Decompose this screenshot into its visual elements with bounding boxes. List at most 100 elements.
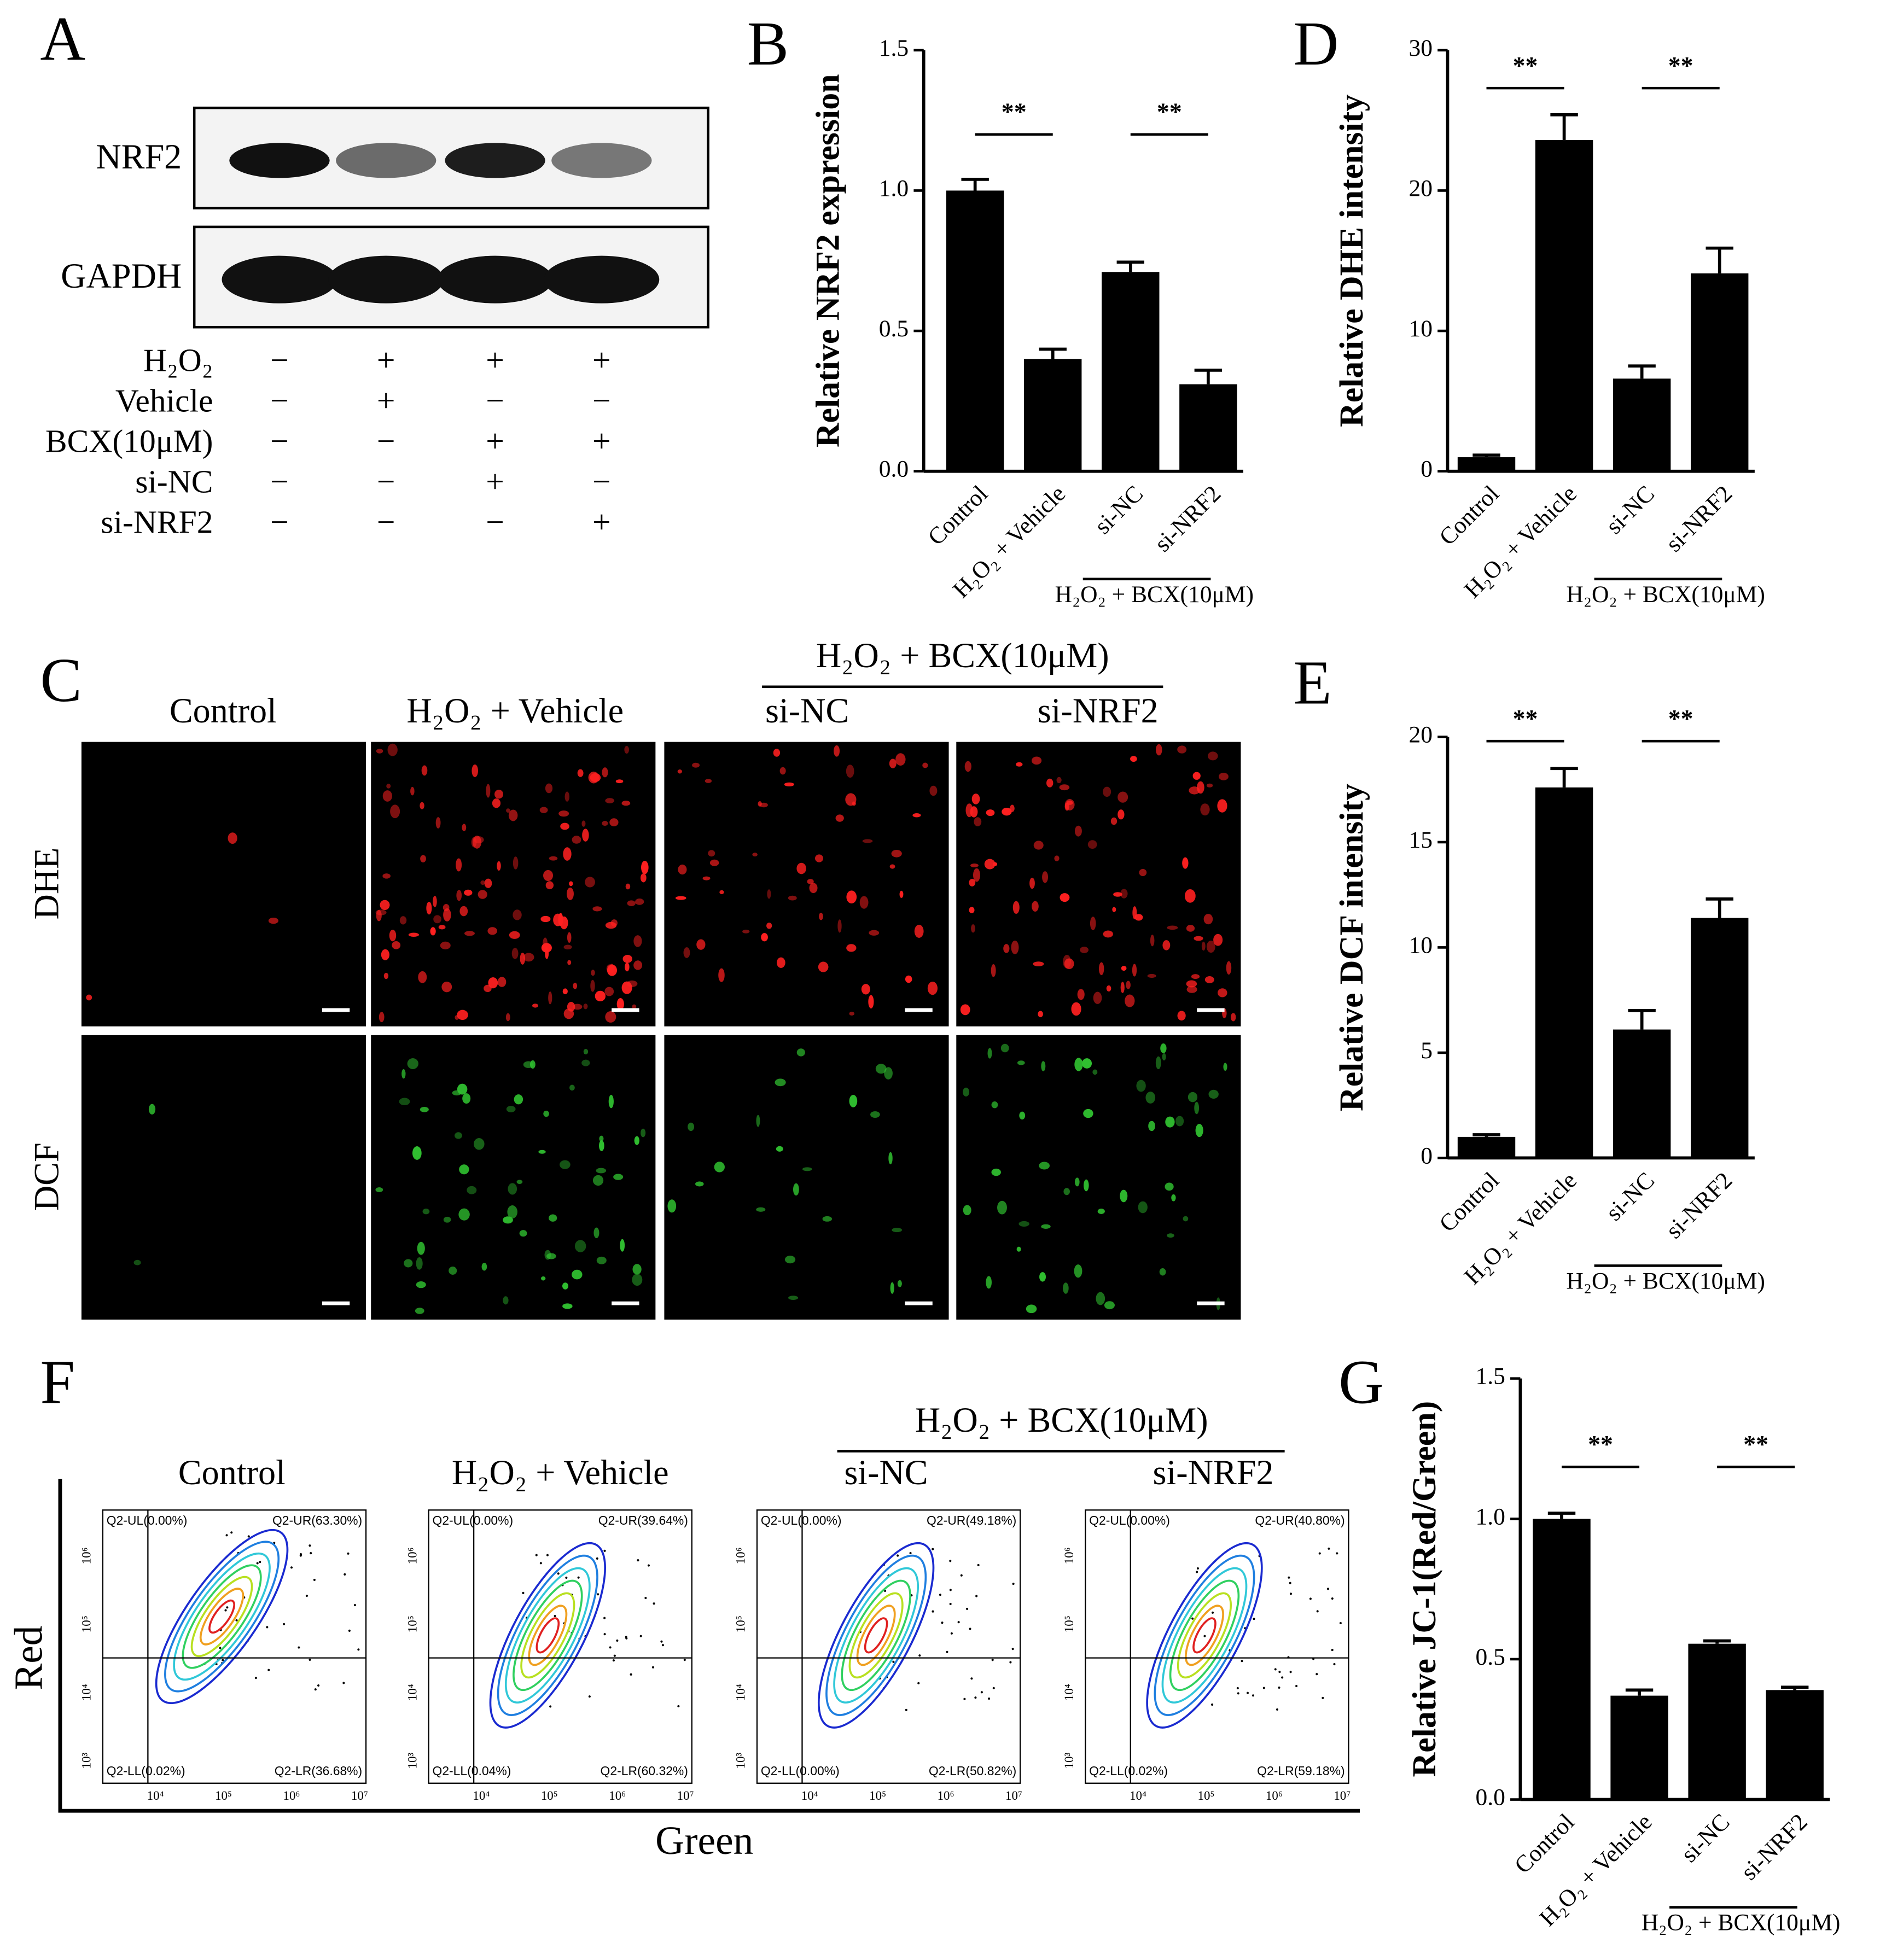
- cell: [1162, 940, 1171, 950]
- cell: [549, 856, 558, 861]
- treatment-sign: +: [592, 342, 611, 378]
- micrograph: [956, 1035, 1241, 1320]
- flow-x-tick: 10⁴: [147, 1789, 164, 1802]
- quadrant-label: Q2-LL(0.02%): [1089, 1764, 1168, 1778]
- x-tick-label: si-NRF2: [1149, 481, 1226, 557]
- event-dot: [603, 1617, 606, 1619]
- group-header: H₂O₂ + BCX(10μM): [915, 1401, 1208, 1439]
- error-bar: [1706, 897, 1733, 918]
- event-dot: [305, 1595, 308, 1597]
- contour: [536, 1617, 560, 1654]
- error-bar: [1116, 260, 1144, 272]
- quadrant-label: Q2-LL(0.02%): [107, 1764, 185, 1778]
- cell: [376, 910, 382, 921]
- cell: [1083, 1109, 1093, 1118]
- event-dot: [991, 1659, 994, 1661]
- flow-y-tick: 10³: [734, 1752, 748, 1769]
- micrograph: [664, 742, 949, 1026]
- error-bar: [1628, 1009, 1656, 1030]
- cell: [1218, 988, 1227, 998]
- panel-letter: A: [40, 4, 85, 73]
- cell: [573, 982, 578, 989]
- event-dot: [1252, 1694, 1254, 1697]
- cell: [807, 879, 814, 884]
- cell: [1120, 1189, 1128, 1203]
- treatment-sign: −: [270, 342, 289, 378]
- cell: [696, 939, 706, 950]
- cell: [993, 862, 998, 866]
- y-tick-label: 20: [1408, 175, 1433, 201]
- group-label: H₂O₂ + BCX(10μM): [1566, 581, 1765, 608]
- cell: [228, 832, 237, 844]
- cell: [796, 862, 806, 874]
- event-dot: [1191, 1617, 1194, 1620]
- event-dot: [637, 1559, 639, 1562]
- cell: [148, 1104, 156, 1115]
- flow-y-tick: 10⁵: [80, 1615, 94, 1632]
- significance-label: **: [1513, 51, 1538, 79]
- cell: [390, 804, 400, 819]
- event-dot: [1211, 1611, 1214, 1614]
- cell: [1117, 791, 1128, 803]
- contour: [199, 1588, 245, 1646]
- cell: [742, 929, 750, 934]
- event-dot: [347, 1552, 350, 1555]
- flow-plot: [102, 1509, 367, 1784]
- cell: [1200, 803, 1210, 816]
- cell: [133, 1259, 141, 1265]
- cell: [963, 1087, 970, 1096]
- cell: [507, 1205, 517, 1219]
- event-dot: [342, 1682, 345, 1684]
- quadrant-label: Q2-UL(0.00%): [1089, 1513, 1170, 1527]
- cell: [538, 1150, 546, 1154]
- cell: [1132, 964, 1137, 977]
- cell: [1010, 804, 1015, 812]
- event-dot: [988, 1698, 991, 1700]
- cell: [793, 1183, 799, 1196]
- event-dot: [965, 1607, 969, 1610]
- cell: [599, 1140, 604, 1151]
- event-dot: [950, 1632, 953, 1635]
- contour: [520, 1592, 575, 1679]
- error-bar: [1550, 767, 1578, 788]
- cell: [809, 883, 818, 894]
- bar: [1691, 918, 1749, 1158]
- event-dot: [597, 1593, 599, 1596]
- treatment-sign: +: [486, 423, 504, 459]
- cell: [583, 1048, 589, 1055]
- y-tick-label: 5: [1421, 1037, 1433, 1064]
- cell: [540, 915, 551, 923]
- event-dot: [267, 1669, 270, 1671]
- cell: [1016, 1246, 1021, 1252]
- cell: [506, 808, 510, 813]
- cell: [412, 1146, 422, 1160]
- treatment-label: Vehicle: [115, 382, 213, 418]
- event-dot: [1328, 1547, 1330, 1550]
- cell: [891, 849, 902, 858]
- cell: [889, 864, 895, 869]
- cell: [1041, 1061, 1046, 1071]
- cell: [605, 1011, 616, 1023]
- event-dot: [1289, 1671, 1292, 1673]
- cell: [503, 1296, 509, 1305]
- cell: [1092, 1069, 1098, 1075]
- cell: [1039, 1272, 1046, 1282]
- cell: [1213, 934, 1223, 946]
- treatment-sign: +: [377, 342, 395, 378]
- flow-x-tick: 10⁶: [283, 1789, 300, 1802]
- treatment-label: si-NC: [135, 463, 213, 499]
- cell: [718, 968, 725, 982]
- contour: [833, 1567, 919, 1704]
- cell: [508, 809, 518, 821]
- cell: [1077, 989, 1085, 1000]
- error-bar: [1547, 1512, 1576, 1519]
- cell: [759, 802, 768, 808]
- cell: [572, 1004, 583, 1010]
- cell: [834, 745, 840, 757]
- quadrant-label: Q2-UL(0.00%): [107, 1513, 188, 1527]
- treatment-sign: −: [592, 382, 611, 418]
- cell: [473, 836, 482, 849]
- panel-letter: C: [40, 645, 82, 715]
- cell: [1120, 982, 1125, 993]
- cell: [1059, 784, 1070, 791]
